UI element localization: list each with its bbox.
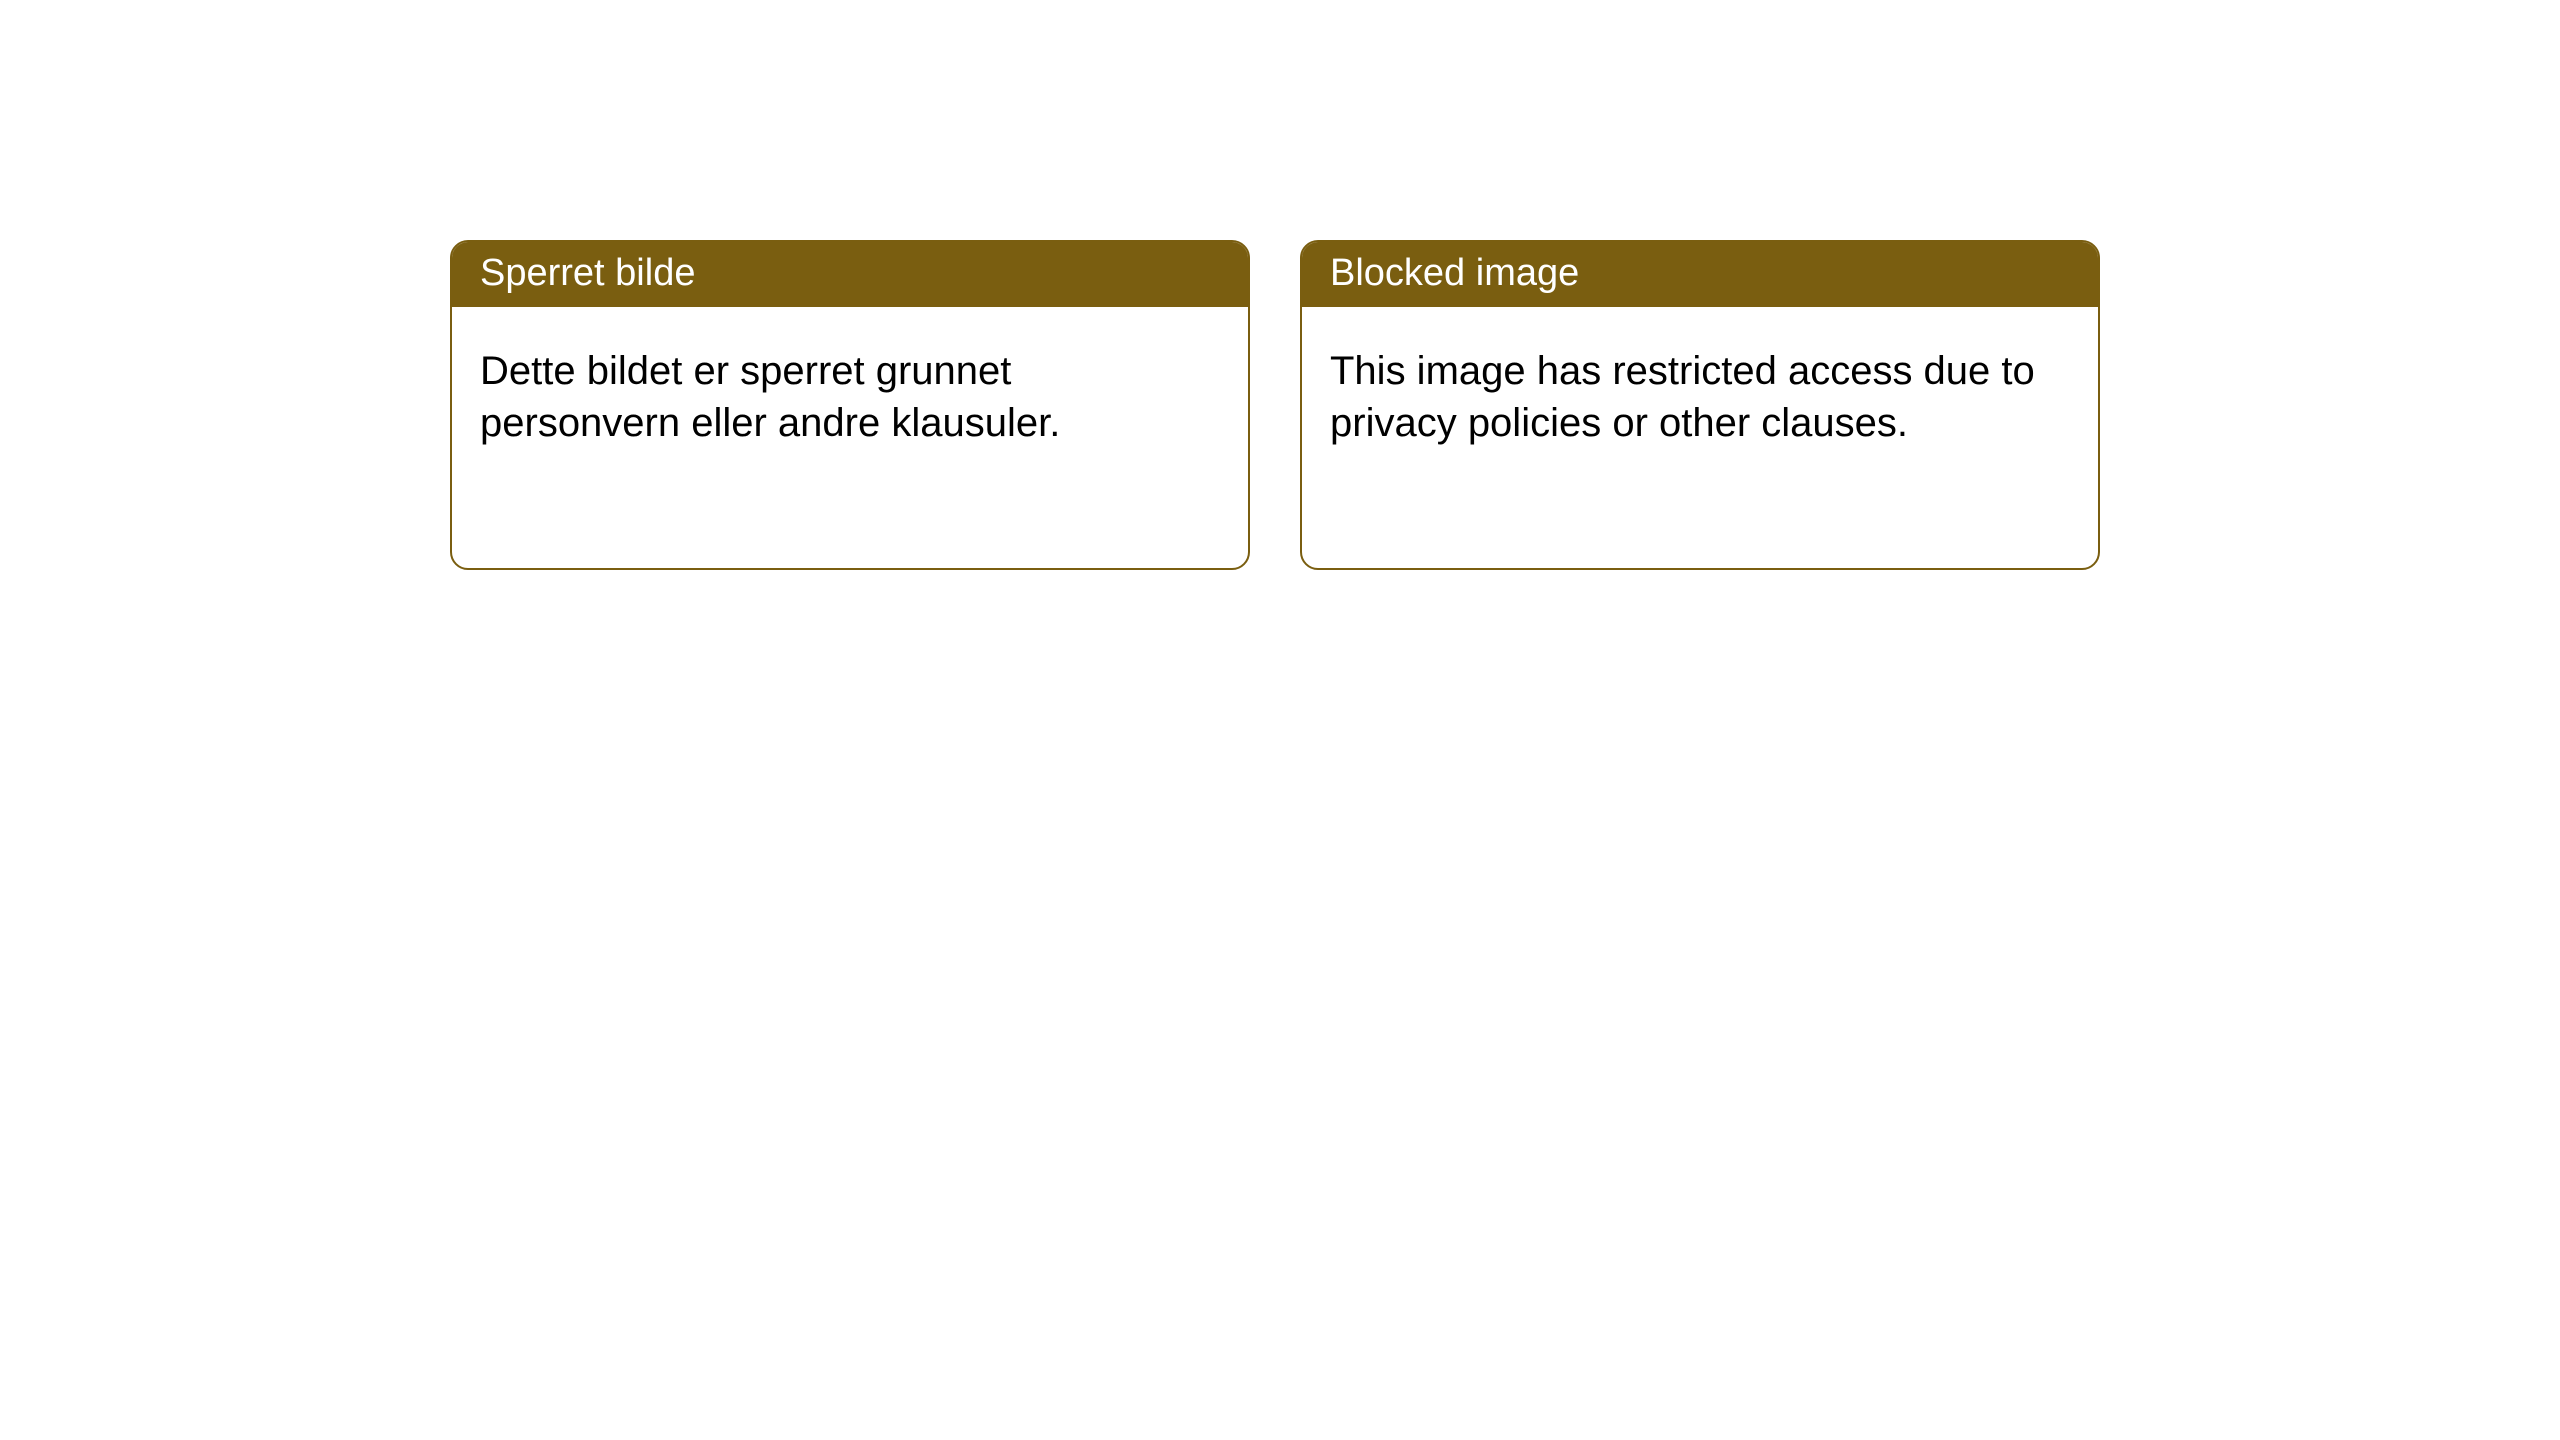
card-body: This image has restricted access due to …	[1302, 307, 2098, 477]
blocked-image-card-en: Blocked image This image has restricted …	[1300, 240, 2100, 570]
card-body: Dette bildet er sperret grunnet personve…	[452, 307, 1248, 477]
blocked-image-card-no: Sperret bilde Dette bildet er sperret gr…	[450, 240, 1250, 570]
notice-container: Sperret bilde Dette bildet er sperret gr…	[0, 0, 2560, 570]
card-header: Sperret bilde	[452, 242, 1248, 307]
card-header: Blocked image	[1302, 242, 2098, 307]
